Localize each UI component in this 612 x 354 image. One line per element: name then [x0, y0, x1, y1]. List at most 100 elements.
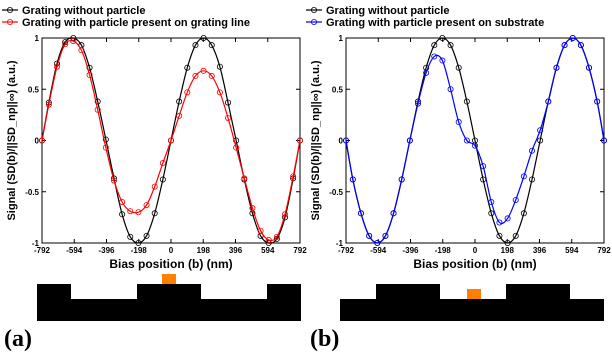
- series-2-point: [94, 106, 101, 113]
- particle: [467, 289, 481, 299]
- series-2-point: [127, 208, 134, 215]
- x-axis-label: Bias position (b) (nm): [413, 257, 536, 271]
- y-tick-label: 1: [35, 34, 40, 43]
- series-2-point: [463, 137, 470, 144]
- series-2-point: [78, 47, 85, 54]
- series-2-point: [70, 38, 77, 45]
- series-2-point: [529, 147, 536, 154]
- grating-line: [137, 284, 201, 300]
- x-tick-label: -198: [131, 246, 148, 255]
- series-2-point: [176, 112, 183, 119]
- series-1-point: [529, 176, 536, 183]
- grating-line: [37, 284, 71, 300]
- series-2-point: [594, 98, 601, 105]
- series-1-point: [431, 42, 438, 49]
- series-1-point: [447, 42, 454, 49]
- series-2-point: [86, 71, 93, 78]
- series-2-point: [586, 64, 593, 71]
- series-2-point: [290, 173, 297, 180]
- series-2-point: [537, 127, 544, 134]
- series-1-point: [94, 98, 101, 105]
- legend-marker-1: [310, 7, 317, 13]
- series-2-point: [135, 209, 142, 216]
- grating-schematic: [340, 284, 604, 321]
- series-2-point: [480, 163, 487, 170]
- x-tick-label: 396: [533, 246, 547, 255]
- series-2-point: [504, 215, 511, 222]
- x-tick-label: -198: [435, 246, 452, 255]
- series-line-1: [345, 37, 605, 244]
- y-axis-label: Signal (SD(b)/||SD_np||∞) (a.u.): [6, 60, 18, 220]
- series-2-point: [39, 137, 46, 144]
- series-1-point: [537, 137, 544, 144]
- series-2-point: [423, 69, 430, 76]
- x-tick-label: -594: [66, 246, 83, 255]
- x-tick-label: 0: [473, 246, 478, 255]
- series-2-point: [216, 89, 223, 96]
- series-1-point: [143, 232, 150, 239]
- series-2-point: [200, 67, 207, 74]
- series-2-point: [455, 119, 462, 126]
- series-1-point: [127, 233, 134, 240]
- series-2-point: [390, 210, 397, 217]
- series-2-point: [471, 142, 478, 149]
- series-2-point: [577, 42, 584, 49]
- series-1-point: [455, 64, 462, 71]
- panel-letter: (b): [310, 326, 339, 352]
- series-2-point: [119, 198, 126, 205]
- y-axis-label: Signal (SD(b)/||SD_np||∞) (a.u.): [310, 60, 322, 220]
- series-2-point: [110, 177, 117, 184]
- legend-marker-2: [7, 18, 13, 25]
- series-2-point: [520, 173, 527, 180]
- series-1-point: [208, 42, 215, 49]
- x-tick-label: 594: [565, 246, 579, 255]
- grating-line: [376, 284, 440, 300]
- series-2-point: [601, 137, 608, 144]
- y-tick-label: 1: [339, 34, 344, 43]
- series-2-point: [382, 232, 389, 239]
- y-tick-label: -1: [32, 239, 40, 248]
- y-tick-label: 0.5: [332, 85, 344, 94]
- series-1-point: [135, 239, 142, 246]
- series-1-point: [119, 211, 126, 218]
- series-2-point: [414, 100, 421, 107]
- panel-b: -792 -594 -396 -198 0 198 396 594 792 -1 -0.5 0 0.5 1…: [306, 5, 611, 352]
- series-1-point: [151, 210, 158, 217]
- series-2-point: [249, 205, 256, 212]
- series-1-point: [504, 239, 511, 246]
- series-2-point: [53, 63, 60, 70]
- series-2-point: [366, 232, 373, 239]
- x-axis-label: Bias position (b) (nm): [109, 257, 232, 271]
- x-tick-label: -396: [98, 246, 115, 255]
- series-1-point: [200, 35, 207, 42]
- series-2-point: [151, 183, 158, 190]
- legend-label-2: Grating with particle present on substra…: [326, 17, 544, 29]
- legend-marker-1: [7, 7, 13, 13]
- series-2-point: [406, 137, 413, 144]
- series-1-point: [176, 98, 183, 105]
- panel-a: -792 -594 -396 -198 0 198 396 594 792 -1 -0.5 0 0.5 1…: [2, 5, 307, 352]
- series-2-point: [512, 196, 519, 203]
- substrate: [37, 299, 301, 321]
- series-1-point: [488, 210, 495, 217]
- y-tick-label: 0.5: [28, 85, 40, 94]
- series-2-point: [257, 227, 264, 234]
- legend-label-2: Grating with particle present on grating…: [22, 17, 250, 29]
- series-2-point: [447, 86, 454, 93]
- series-2-point: [296, 137, 303, 144]
- series-2-point: [241, 175, 248, 182]
- series-2-point: [439, 57, 446, 64]
- series-1-point: [463, 98, 470, 105]
- series-1-point: [439, 35, 446, 42]
- series-2-point: [184, 89, 191, 96]
- series-2-point: [167, 137, 174, 144]
- series-1-point: [216, 63, 223, 70]
- grating-line: [267, 284, 301, 300]
- y-tick-label: -0.5: [25, 188, 39, 197]
- series-2-point: [374, 239, 381, 246]
- legend-label-1: Grating without particle: [326, 5, 449, 17]
- series-1-point: [192, 42, 199, 49]
- legend-label-1: Grating without particle: [22, 5, 145, 17]
- panel-letter: (a): [4, 326, 32, 352]
- grating-schematic: [37, 274, 301, 321]
